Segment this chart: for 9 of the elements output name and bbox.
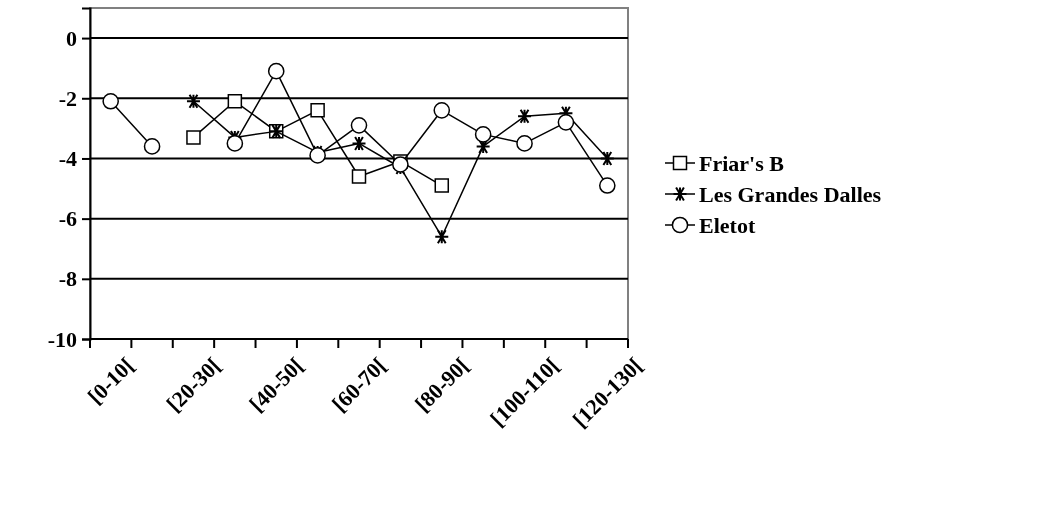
y-tick-label: 0 xyxy=(66,25,77,51)
y-tick-label: -8 xyxy=(58,266,77,292)
legend-label: Les Grandes Dalles xyxy=(699,181,882,207)
y-tick-label: -10 xyxy=(47,326,77,352)
legend-label: Friar's B xyxy=(699,150,785,176)
legend-label: Eletot xyxy=(699,212,756,238)
y-tick-label: -2 xyxy=(58,85,77,111)
y-tick-label: -6 xyxy=(58,206,77,232)
y-tick-label: -4 xyxy=(58,145,77,171)
